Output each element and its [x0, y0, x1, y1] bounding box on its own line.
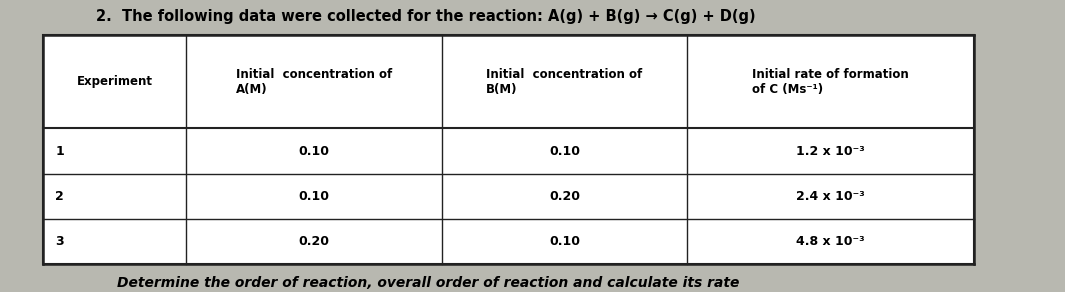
Text: 3: 3 [55, 235, 64, 248]
Text: 0.10: 0.10 [548, 235, 580, 248]
Text: 0.10: 0.10 [298, 190, 330, 203]
Text: 0.10: 0.10 [298, 145, 330, 158]
Text: Determine the order of reaction, overall order of reaction and calculate its rat: Determine the order of reaction, overall… [117, 276, 739, 290]
Text: 1: 1 [55, 145, 64, 158]
Text: 2.4 x 10⁻³: 2.4 x 10⁻³ [797, 190, 865, 203]
Text: 0.10: 0.10 [548, 145, 580, 158]
Text: Initial rate of formation
of C (Ms⁻¹): Initial rate of formation of C (Ms⁻¹) [752, 68, 910, 96]
Text: 2: 2 [55, 190, 64, 203]
Text: Initial  concentration of
B(M): Initial concentration of B(M) [487, 68, 642, 96]
Text: 4.8 x 10⁻³: 4.8 x 10⁻³ [797, 235, 865, 248]
Text: 0.20: 0.20 [548, 190, 580, 203]
Bar [43, 35, 974, 264]
Text: 0.20: 0.20 [298, 235, 330, 248]
Text: 2.  The following data were collected for the reaction: A(g) + B(g) → C(g) + D(g: 2. The following data were collected for… [96, 9, 755, 24]
Text: Initial  concentration of
A(M): Initial concentration of A(M) [236, 68, 392, 96]
Text: Experiment: Experiment [77, 75, 152, 88]
Text: 1.2 x 10⁻³: 1.2 x 10⁻³ [797, 145, 865, 158]
